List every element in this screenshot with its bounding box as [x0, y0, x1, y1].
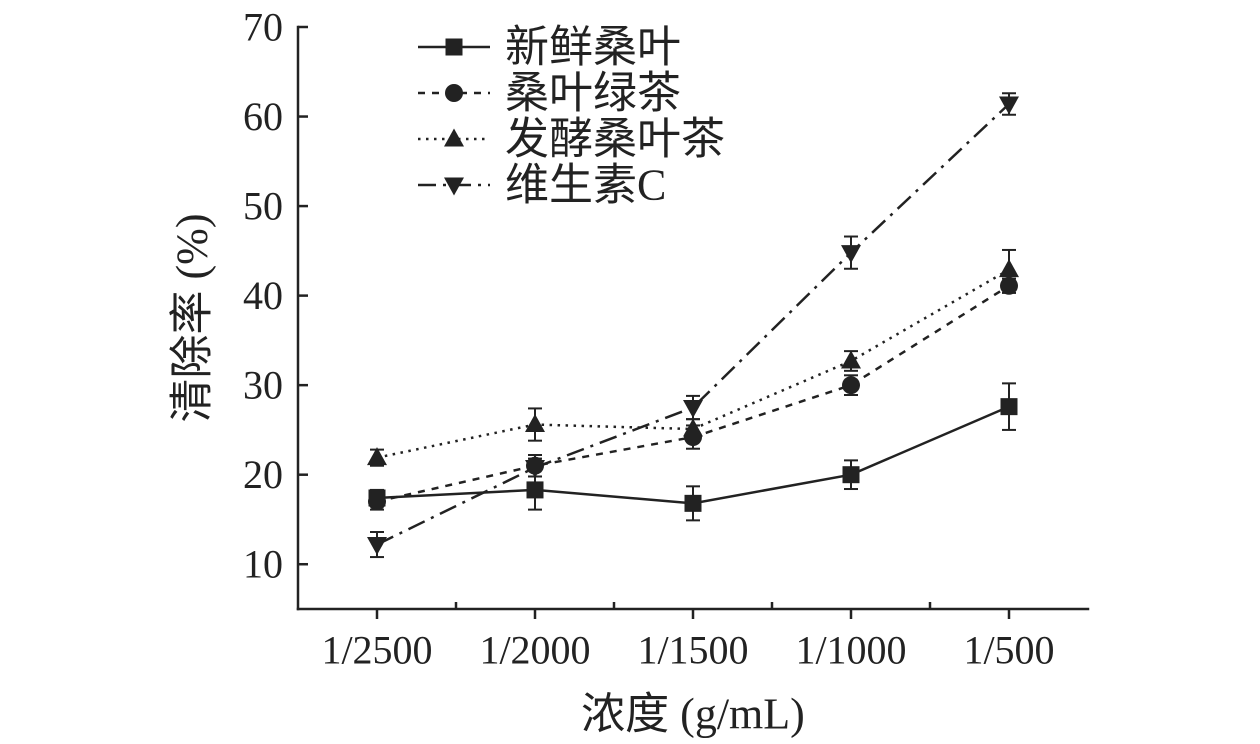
legend-label: 桑叶绿茶 [505, 69, 681, 118]
legend-entry: 维生素C [418, 161, 666, 210]
legend-marker [445, 38, 463, 56]
legend-label: 维生素C [505, 161, 666, 210]
legend-label: 发酵桑叶茶 [505, 115, 725, 164]
x-axis-ticks: 1/2500 1/2000 1/1500 1/1000 1/500 [321, 602, 1055, 673]
y-tick-label: 40 [243, 273, 283, 318]
x-tick-label: 1/1000 [795, 628, 906, 673]
legend-marker [445, 84, 463, 102]
legend-marker [444, 128, 464, 147]
series-line [376, 268, 1010, 459]
data-point [999, 96, 1019, 115]
legend-label: 新鲜桑叶 [505, 23, 681, 72]
data-point [367, 447, 387, 466]
y-axis-title: 清除率 (%) [168, 214, 217, 423]
x-tick-label: 1/2000 [479, 628, 590, 673]
x-tick-label: 1/500 [963, 628, 1054, 673]
y-tick-label: 60 [243, 94, 283, 139]
x-tick-label: 1/1500 [637, 628, 748, 673]
series-layer [367, 92, 1019, 559]
y-tick-label: 10 [243, 542, 283, 587]
legend-entry: 桑叶绿茶 [418, 69, 681, 118]
data-point [1000, 398, 1018, 416]
legend-entry: 新鲜桑叶 [418, 23, 681, 72]
data-point [368, 489, 386, 507]
y-tick-label: 50 [243, 184, 283, 229]
data-point [684, 428, 702, 447]
series-line [376, 103, 1010, 546]
y-axis-ticks: 10 20 30 40 50 60 70 [243, 5, 308, 587]
series-1 [368, 276, 1018, 511]
data-point [367, 537, 387, 556]
data-point [525, 414, 545, 433]
y-tick-label: 70 [243, 5, 283, 50]
data-point [841, 350, 861, 369]
x-axis-title: 浓度 (g/mL) [581, 690, 805, 739]
data-point [526, 481, 544, 499]
data-point [842, 376, 860, 395]
series-line [376, 284, 1010, 503]
y-tick-label: 20 [243, 452, 283, 497]
data-point [999, 259, 1019, 278]
legend-entry: 发酵桑叶茶 [418, 115, 725, 164]
x-tick-label: 1/2500 [321, 628, 432, 673]
y-tick-label: 30 [243, 363, 283, 408]
data-point [683, 400, 703, 419]
data-point [841, 245, 861, 264]
data-point [842, 466, 860, 484]
series-0 [368, 382, 1018, 522]
data-point [684, 494, 702, 512]
data-point [1000, 276, 1018, 295]
legend-marker [444, 177, 464, 196]
